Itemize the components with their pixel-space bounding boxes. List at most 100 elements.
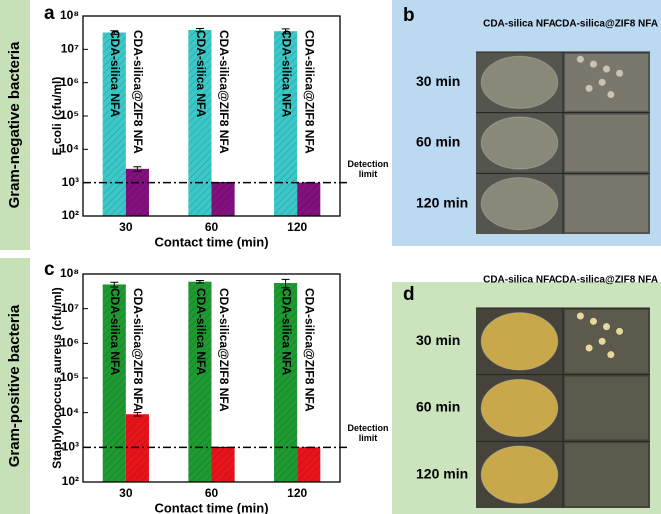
colony-dot [589,60,597,68]
x-tick-label: 30 [119,486,133,500]
colony-dot [607,90,615,98]
row-label: 30 min [416,73,460,89]
row-label: 120 min [416,465,468,481]
error-bar [110,30,119,35]
bar-label: CDA-silica NFA [279,288,293,376]
panel-letter: c [44,259,55,280]
annotation: Detection limit [347,158,389,179]
bar-label: CDA-silica NFA [279,30,293,118]
y-tick-label: 10⁷ [61,42,79,56]
bar-label: CDA-silica@ZIF8 NFA [303,30,317,154]
annotation-box: Detection limit [347,158,389,179]
colony-dot [576,55,584,63]
panel-letter: a [44,3,55,24]
colony-dot [589,317,597,325]
side-label: Gram-negative bacteria [6,41,23,208]
error-bar [195,28,204,33]
colony-dot [607,351,615,359]
bar-hatch [125,168,149,216]
y-tick-label: 10⁵ [60,370,79,384]
y-axis-label: E.coli (cfu/ml) [50,77,64,156]
colony-dot [585,84,593,92]
bar-hatch [102,32,126,217]
colony [480,378,559,438]
colony-dot [576,312,584,320]
bar-hatch [188,281,212,482]
bar-hatch [102,284,126,482]
bar-label: CDA-silica NFA [194,288,208,376]
column-header: CDA-silica NFA [483,275,556,286]
colony [480,55,559,109]
bar-hatch [188,30,212,216]
dish [565,443,648,506]
side-band [0,258,30,514]
annotation: Detection limit [347,423,389,444]
y-tick-label: 10⁴ [60,142,79,156]
colony-dot [603,323,610,331]
panel-letter: d [403,284,415,305]
colony [480,445,559,504]
y-tick-label: 10⁸ [60,8,79,22]
y-tick-label: 10³ [62,175,79,189]
plot-frame [82,15,341,217]
y-tick-label: 10³ [62,440,79,454]
column-header: CDA-silica NFA [483,19,556,30]
error-bar [133,166,142,172]
colony-dot [598,78,606,86]
bar-hatch [211,182,235,216]
side-label: Gram-positive bacteria [6,304,23,467]
y-axis-label: Staphylococcus aureus (cfu/ml) [50,287,64,468]
x-axis-label: Contact time (min) [154,500,268,514]
dish [565,310,648,373]
column-header: CDA-silica@ZIF8 NFA [555,275,658,286]
x-tick-label: 60 [205,220,219,234]
row-label: 120 min [416,194,468,210]
bar-label: CDA-silica@ZIF8 NFA [131,30,145,154]
annotation-box: Detection limit [347,423,389,444]
side-band [0,0,30,250]
colony-dot [585,344,593,352]
colony-dot [616,69,624,77]
row-label: 60 min [416,399,460,415]
row-label: 60 min [416,134,460,150]
column-header: CDA-silica@ZIF8 NFA [555,19,658,30]
colony [480,312,559,371]
error-bar [195,279,204,284]
y-tick-label: 10⁵ [60,108,79,122]
error-bar [110,281,119,288]
y-tick-label: 10⁴ [60,405,79,419]
x-tick-label: 120 [287,486,307,500]
y-tick-label: 10⁶ [60,336,79,350]
colony [480,116,559,170]
panel-letter: b [403,5,415,26]
y-tick-label: 10⁷ [61,301,79,315]
bar-hatch [211,447,235,482]
colony-dot [598,337,606,345]
dish [565,114,648,172]
error-bar [133,412,142,417]
bar-label: CDA-silica@ZIF8 NFA [217,30,231,154]
bar-label: CDA-silica NFA [194,30,208,118]
x-tick-label: 30 [119,220,133,234]
x-tick-label: 120 [287,220,307,234]
dish [565,175,648,232]
bar-hatch [274,31,298,217]
bar-hatch [297,447,321,482]
bar-label: CDA-silica@ZIF8 NFA [217,288,231,412]
bar-hatch [125,414,149,482]
dish [565,376,648,440]
bar-label: CDA-silica@ZIF8 NFA [131,288,145,412]
x-tick-label: 60 [205,486,219,500]
colony [480,177,559,231]
bar-hatch [274,283,298,482]
colony-dot [616,327,624,335]
bar-hatch [297,182,321,216]
y-tick-label: 10² [62,474,79,488]
bar-label: CDA-silica@ZIF8 NFA [303,288,317,412]
colony-dot [603,65,610,73]
error-bar [281,28,290,35]
bar-label: CDA-silica NFA [108,288,122,376]
error-bar [281,278,290,289]
y-tick-label: 10² [62,208,79,222]
